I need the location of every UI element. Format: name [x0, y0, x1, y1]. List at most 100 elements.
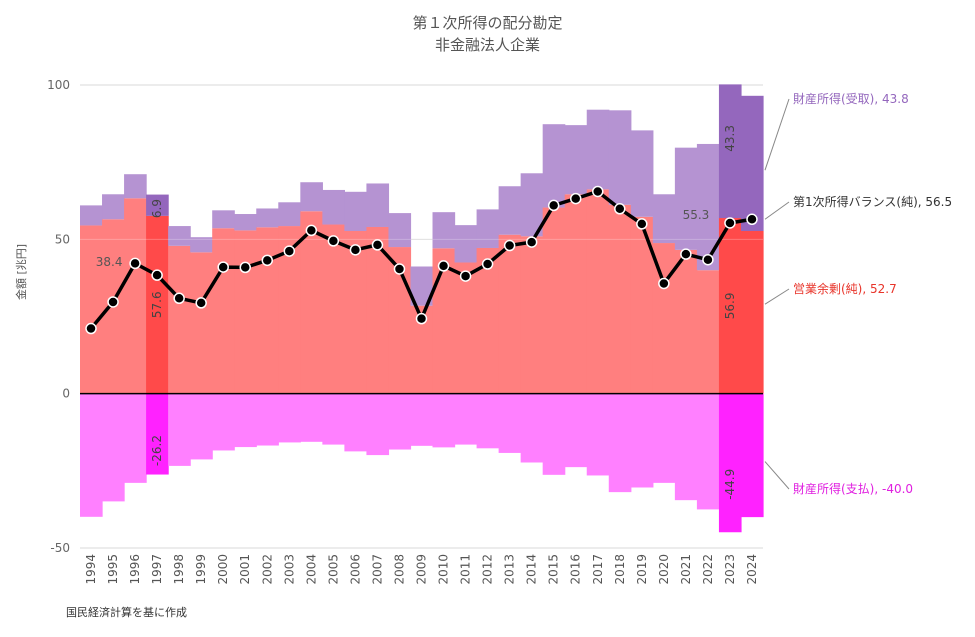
bar-operating-surplus [740, 230, 764, 394]
bar-property-income-received [146, 194, 169, 216]
bar-property-income-received [366, 183, 390, 227]
end-label: 第1次所得バランス(純), 56.5 [793, 194, 952, 209]
x-tick-label: 2005 [326, 554, 340, 585]
bar-property-income-received [344, 191, 368, 231]
bar-operating-surplus [564, 194, 588, 394]
bar-property-income-received [476, 209, 500, 248]
balance-point [415, 312, 428, 325]
data-label: 55.3 [683, 208, 710, 222]
balance-point [195, 297, 207, 309]
bar-operating-surplus [366, 226, 390, 394]
bar-property-income-received [212, 210, 235, 229]
bar-property-income-paid [146, 393, 169, 475]
balance-point [636, 218, 648, 230]
bar-operating-surplus [520, 236, 544, 394]
y-tick-label: 0 [62, 387, 70, 401]
bar-operating-surplus [410, 305, 434, 394]
balance-point [85, 322, 97, 335]
y-tick-label: 100 [47, 78, 70, 92]
x-tick-label: 2006 [348, 554, 362, 585]
balance-point [217, 261, 229, 273]
bar-operating-surplus [190, 252, 213, 394]
x-tick-label: 2012 [481, 554, 495, 585]
x-tick-label: 2007 [370, 554, 384, 585]
bar-property-income-received [234, 214, 257, 231]
bar-property-income-paid [190, 393, 213, 460]
bar-property-income-received [432, 212, 456, 249]
x-tick-label: 2009 [415, 554, 429, 585]
bar-property-income-received [652, 194, 676, 244]
bar-property-income-received [696, 143, 720, 271]
end-label: 営業余剰(純), 52.7 [793, 281, 897, 296]
balance-point [459, 270, 472, 282]
bar-property-income-received [630, 130, 654, 217]
balance-point [305, 224, 318, 237]
bar-property-income-paid [608, 393, 632, 493]
bar-property-income-paid [630, 393, 654, 488]
bar-operating-surplus [586, 189, 610, 394]
bar-property-income-paid [278, 393, 301, 443]
bar-operating-surplus [674, 249, 698, 394]
bar-operating-surplus [256, 227, 279, 394]
bar-property-income-paid [124, 393, 147, 483]
x-tick-label: 2010 [437, 554, 451, 585]
x-tick-label: 2001 [238, 554, 252, 585]
x-tick-label: 1996 [128, 554, 142, 585]
bar-property-income-paid [432, 393, 456, 448]
data-label: 57.6 [150, 291, 164, 318]
balance-point [173, 292, 185, 305]
bar-property-income-received [256, 208, 279, 228]
leader-line [764, 201, 790, 220]
x-tick-label: 1999 [194, 554, 208, 585]
bar-operating-surplus [124, 198, 147, 394]
bar-operating-surplus [630, 216, 654, 394]
x-tick-label: 2024 [745, 554, 759, 585]
x-tick-label: 2015 [547, 554, 561, 585]
balance-point [327, 235, 340, 247]
end-label: 財産所得(支払), -40.0 [793, 481, 913, 496]
leader-line [764, 461, 790, 490]
x-tick-label: 1998 [172, 554, 186, 585]
end-label: 財産所得(受取), 43.8 [793, 91, 909, 106]
bar-property-income-paid [410, 393, 434, 446]
bar-operating-surplus [608, 204, 632, 394]
x-tick-label: 2019 [635, 554, 649, 585]
x-tick-label: 2018 [613, 554, 627, 585]
data-label: 6.9 [150, 199, 164, 218]
x-tick-label: 2023 [723, 554, 737, 585]
bar-property-income-paid [454, 393, 478, 445]
bar-property-income-paid [498, 393, 522, 453]
bar-operating-surplus [542, 207, 566, 394]
bar-operating-surplus [146, 215, 169, 394]
bar-property-income-received [740, 95, 764, 231]
bar-operating-surplus [432, 248, 456, 394]
x-tick-label: 1994 [84, 554, 98, 585]
balance-point [547, 199, 560, 212]
bar-property-income-received [278, 202, 301, 227]
bar-property-income-received [674, 147, 698, 250]
x-tick-label: 2021 [679, 554, 693, 585]
balance-point [569, 192, 582, 205]
balance-point [393, 263, 406, 275]
bar-operating-surplus [212, 228, 235, 394]
balance-point [283, 245, 296, 257]
bar-property-income-paid [212, 393, 235, 451]
bar-property-income-received [520, 173, 544, 237]
bar-operating-surplus [498, 234, 522, 394]
leader-line [764, 288, 790, 305]
balance-point [592, 185, 604, 198]
x-tick-label: 2013 [503, 554, 517, 585]
bar-operating-surplus [344, 230, 368, 394]
x-tick-label: 2011 [459, 554, 473, 585]
bar-property-income-received [190, 237, 213, 253]
bar-property-income-paid [542, 393, 566, 475]
bar-operating-surplus [300, 211, 323, 394]
x-tick-label: 2017 [591, 554, 605, 585]
data-label: 38.4 [96, 255, 123, 269]
bar-property-income-paid [564, 393, 588, 468]
bar-property-income-paid [300, 393, 323, 442]
balance-point [658, 277, 670, 290]
bar-property-income-paid [234, 393, 257, 448]
balance-point [437, 260, 450, 272]
